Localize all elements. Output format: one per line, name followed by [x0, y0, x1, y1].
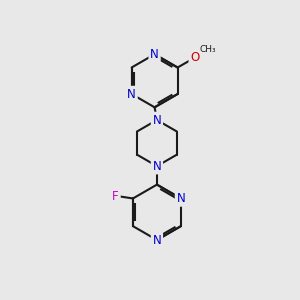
Text: O: O: [190, 51, 200, 64]
Text: F: F: [112, 190, 119, 203]
Text: N: N: [152, 113, 161, 127]
Text: CH₃: CH₃: [199, 44, 216, 53]
Text: N: N: [150, 48, 159, 61]
Text: N: N: [152, 233, 161, 247]
Text: N: N: [176, 192, 185, 205]
Text: N: N: [152, 160, 161, 173]
Text: N: N: [127, 88, 136, 100]
